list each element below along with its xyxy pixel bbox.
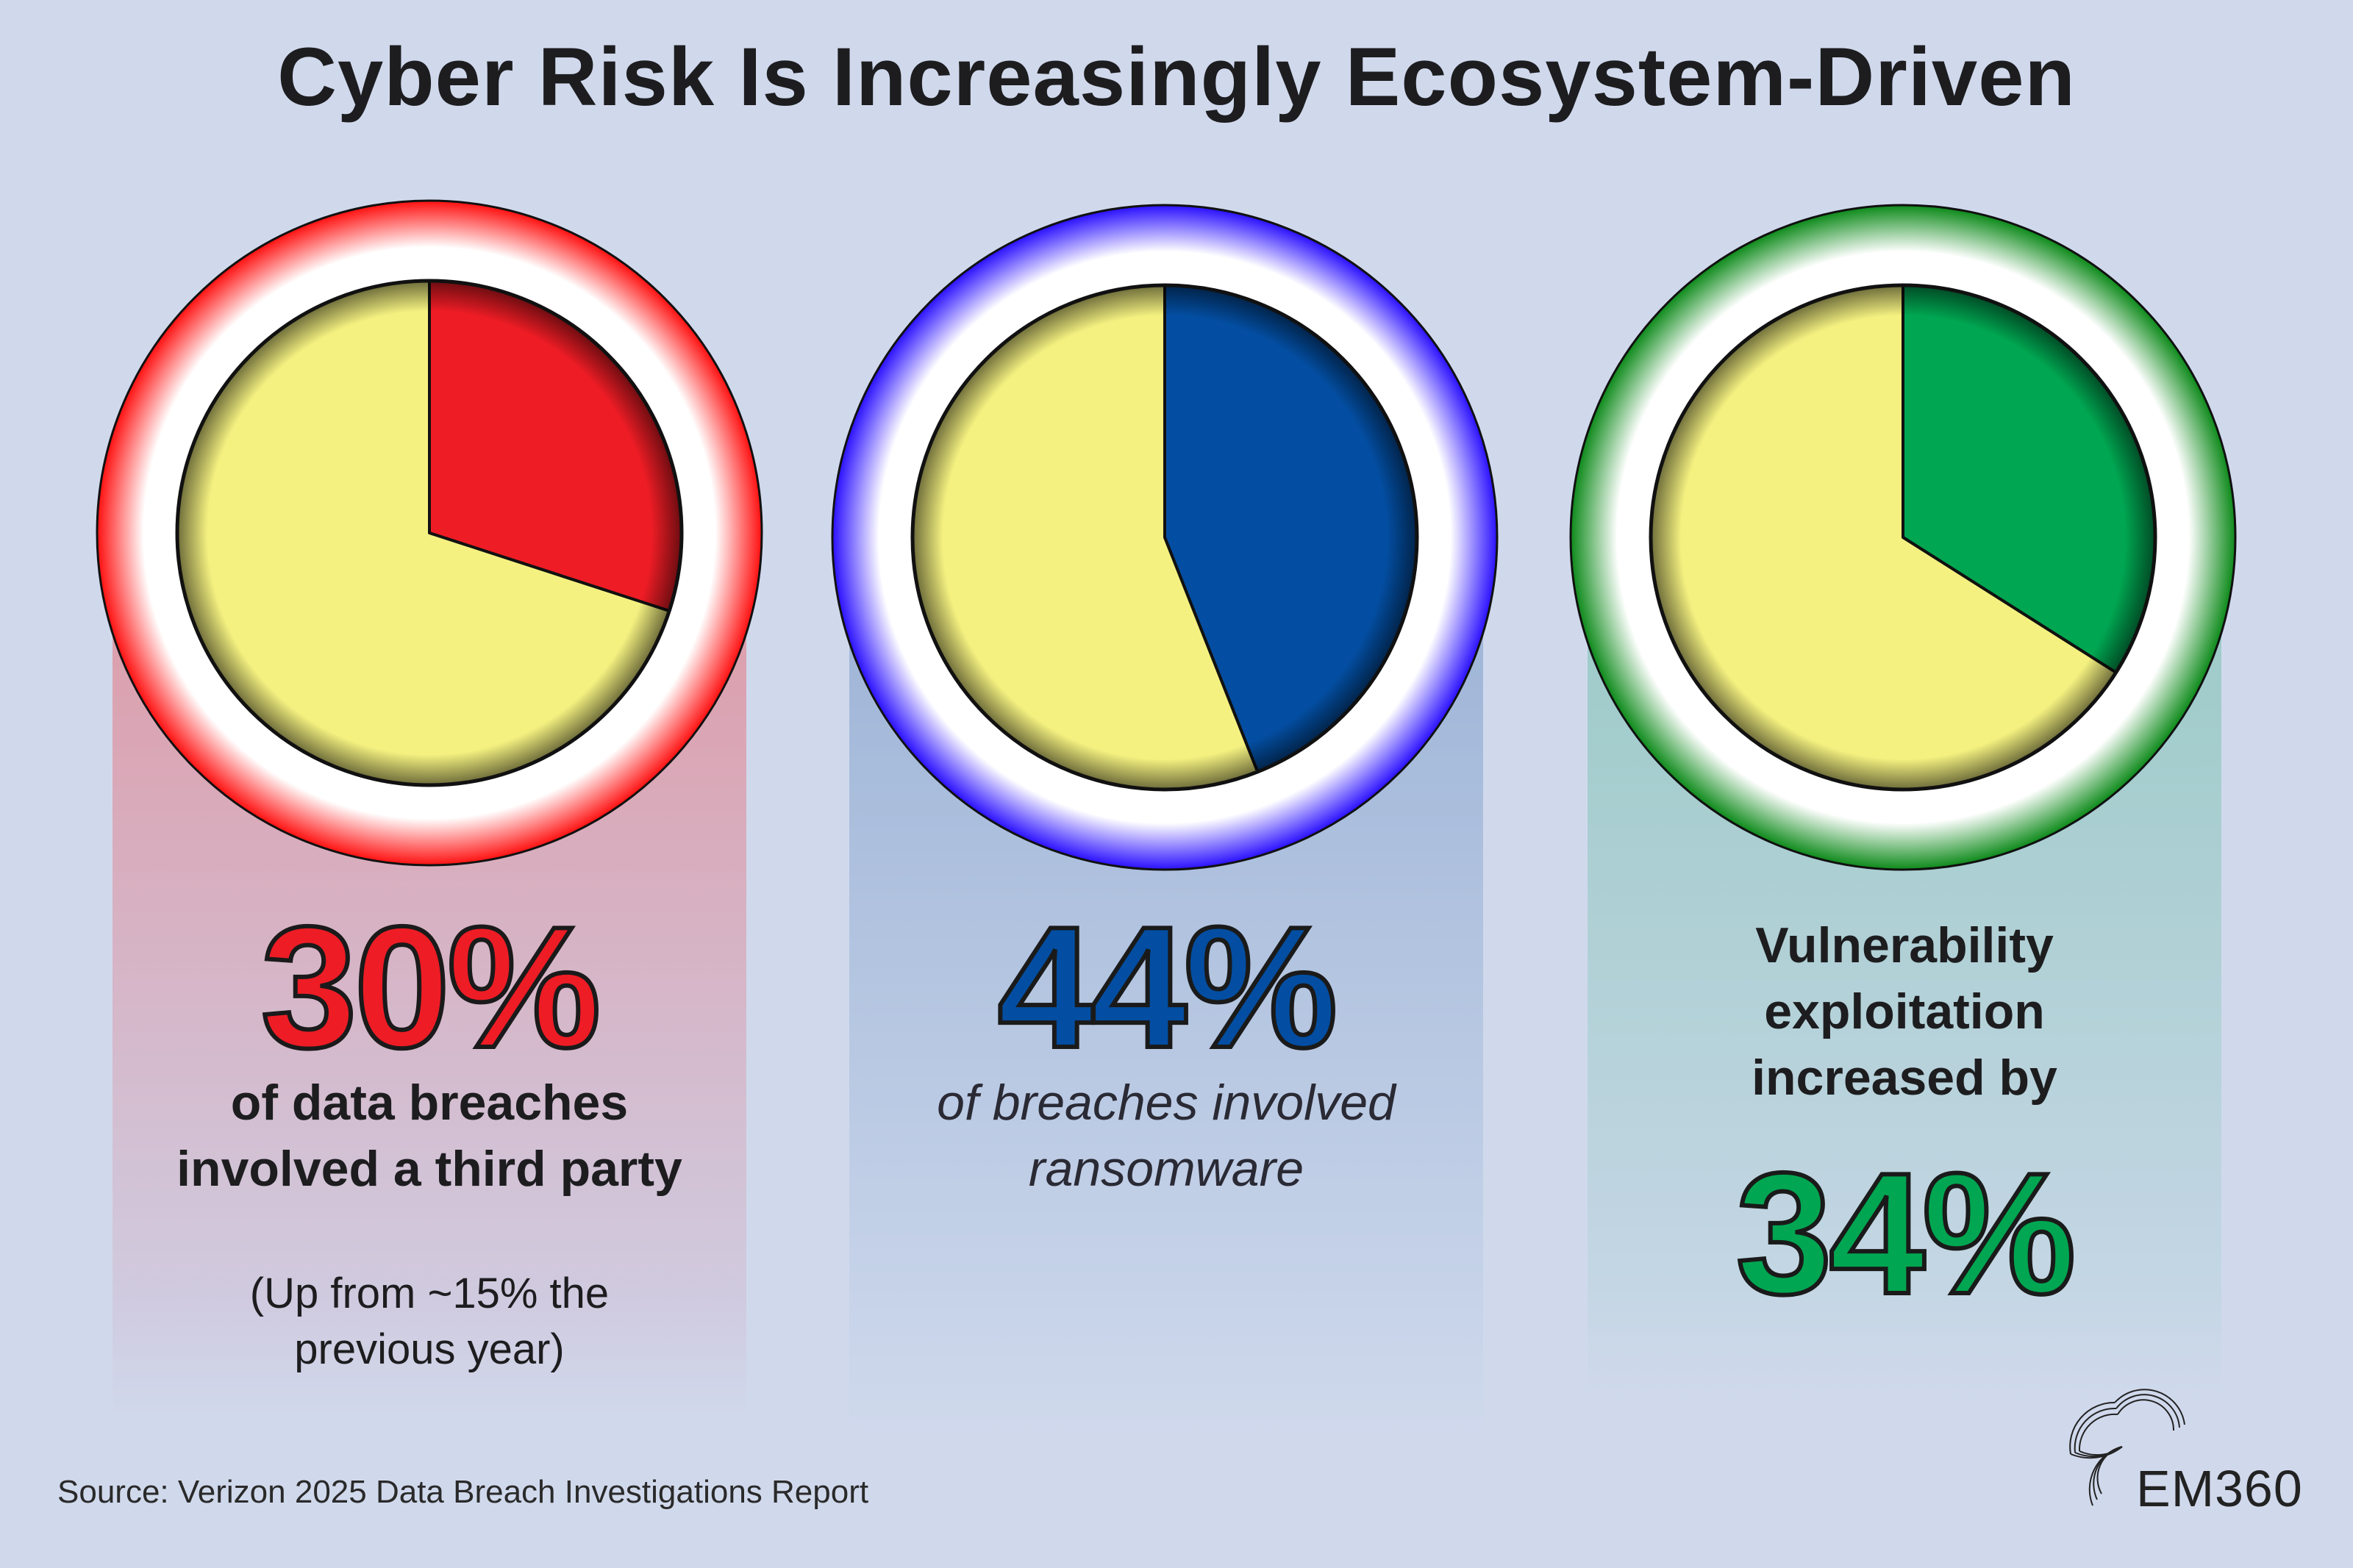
pie-chart-vulnerability: [1569, 204, 2237, 871]
pie-inner-shadow: [1651, 285, 2155, 790]
stat-lead-line: increased by: [1752, 1050, 2057, 1106]
stat-note-line: previous year): [294, 1325, 565, 1373]
stat-value-ransomware: 44%: [996, 890, 1340, 1084]
stat-lead-line: Vulnerability: [1755, 917, 2054, 973]
stat-desc-line: involved a third party: [176, 1141, 682, 1197]
stat-desc-line: of data breaches: [230, 1075, 629, 1131]
pie-outline: [175, 279, 684, 787]
pie-inner-shadow: [913, 285, 1417, 790]
pie-outline: [910, 283, 1419, 792]
logo-text: EM360: [2136, 1460, 2303, 1517]
stat-value-vulnerability: 34%: [1734, 1136, 2078, 1330]
pie-chart-ransomware: [831, 204, 1499, 871]
stat-note-line: (Up from ~15% the: [249, 1270, 610, 1317]
page-title: Cyber Risk Is Increasingly Ecosystem-Dri…: [277, 31, 2076, 123]
stat-lead-line: exploitation: [1764, 984, 2045, 1039]
source-note: Source: Verizon 2025 Data Breach Investi…: [57, 1474, 869, 1510]
em360-logo-icon: [2069, 1389, 2185, 1506]
pie-chart-third-party: [96, 199, 763, 867]
pie-outline: [1649, 283, 2157, 792]
stat-desc-line: of breaches involved: [937, 1075, 1396, 1131]
stat-value-third-party: 30%: [259, 890, 603, 1084]
stat-desc-line: ransomware: [1028, 1141, 1304, 1197]
pie-inner-shadow: [177, 281, 682, 785]
